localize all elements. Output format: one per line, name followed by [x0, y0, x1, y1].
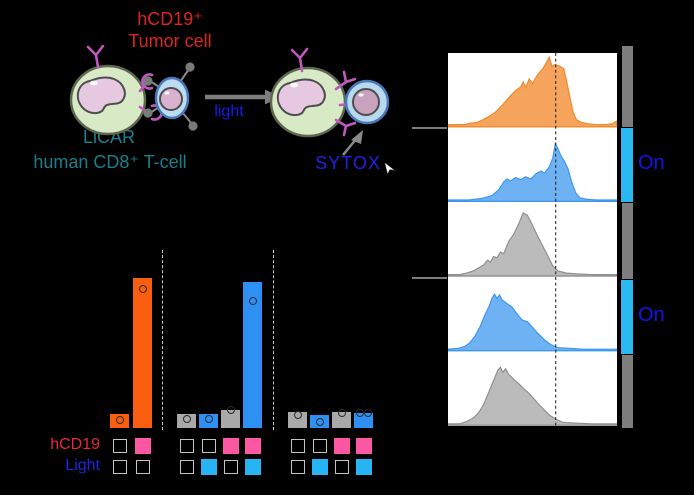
data-point-marker — [115, 416, 124, 424]
checkbox-hcd19-empty — [201, 439, 216, 453]
tumor-cell-label-line1: hCD19⁺ — [137, 9, 203, 29]
light-state-segment-off — [622, 355, 633, 428]
leader-line-bottom — [412, 277, 447, 279]
checkbox-hcd19-empty — [112, 439, 127, 453]
bar-gray — [288, 412, 307, 428]
checkbox-hcd19-checked — [333, 438, 350, 454]
data-point-marker — [138, 285, 147, 293]
checkbox-light-empty — [135, 460, 150, 474]
antigen-icon — [143, 62, 198, 131]
checkbox-hcd19-empty — [290, 439, 305, 453]
histogram-panel — [447, 52, 618, 427]
group-separator — [162, 250, 163, 430]
t-cell-icon — [69, 64, 147, 136]
light-arrow-icon — [205, 89, 280, 105]
bar-chart — [100, 248, 390, 480]
data-point-marker — [337, 409, 346, 417]
light-arrow-label: light — [214, 103, 244, 120]
bar-blue — [243, 282, 262, 428]
checkbox-light-empty — [223, 460, 238, 474]
checkbox-hcd19-checked — [222, 438, 239, 454]
on-label: On — [638, 304, 665, 326]
checkbox-light-checked — [311, 459, 328, 475]
on-label: On — [638, 152, 665, 174]
data-point-marker — [226, 406, 235, 414]
histogram-orange-1 — [447, 55, 618, 128]
data-point-marker — [363, 409, 372, 417]
group-separator — [273, 250, 274, 430]
bar-orange — [133, 278, 152, 428]
light-state-segment-on — [620, 127, 634, 203]
bar-gray — [332, 412, 351, 428]
checkbox-hcd19-empty — [312, 439, 327, 453]
sytox-arrow-icon — [342, 130, 363, 156]
checkbox-light-empty — [112, 460, 127, 474]
histogram-gray-3 — [447, 212, 618, 277]
light-state-segment-off — [622, 203, 633, 279]
data-point-marker — [355, 409, 364, 417]
data-point-marker — [293, 411, 302, 419]
histogram-blue-4 — [447, 293, 618, 352]
histogram-gray-5 — [447, 366, 618, 426]
hcd19-row-label: hCD19 — [50, 436, 100, 453]
checkbox-light-empty — [334, 460, 349, 474]
checkbox-light-empty — [290, 460, 305, 474]
light-row-label: Light — [65, 457, 100, 474]
tumor-cell-label-line2: Tumor cell — [128, 31, 212, 51]
checkbox-light-empty — [179, 460, 194, 474]
checkbox-hcd19-checked — [355, 438, 372, 454]
leader-line-top — [412, 127, 447, 129]
data-point-marker — [248, 297, 257, 305]
data-point-marker — [204, 415, 213, 423]
cursor-icon — [384, 162, 395, 175]
sytox-label: SYTOX — [315, 153, 381, 173]
checkbox-hcd19-checked — [134, 438, 151, 454]
checkbox-light-checked — [200, 459, 217, 475]
light-state-segment-on — [620, 279, 634, 355]
data-point-marker — [315, 418, 324, 426]
data-point-marker — [182, 415, 191, 423]
checkbox-light-checked — [244, 459, 261, 475]
checkbox-hcd19-empty — [179, 439, 194, 453]
checkbox-light-checked — [355, 459, 372, 475]
bar-gray — [221, 410, 240, 428]
checkbox-hcd19-checked — [244, 438, 261, 454]
light-state-segment-off — [622, 46, 633, 127]
histogram-blue-2 — [447, 141, 618, 202]
t-cell-icon-right — [269, 66, 347, 138]
tumor-cell-dead-icon — [344, 79, 390, 125]
tcell-label: human CD8⁺ T-cell — [33, 152, 187, 172]
histograms — [447, 53, 618, 426]
cell-schematic — [69, 45, 395, 175]
tumor-cell-icon — [154, 76, 190, 120]
